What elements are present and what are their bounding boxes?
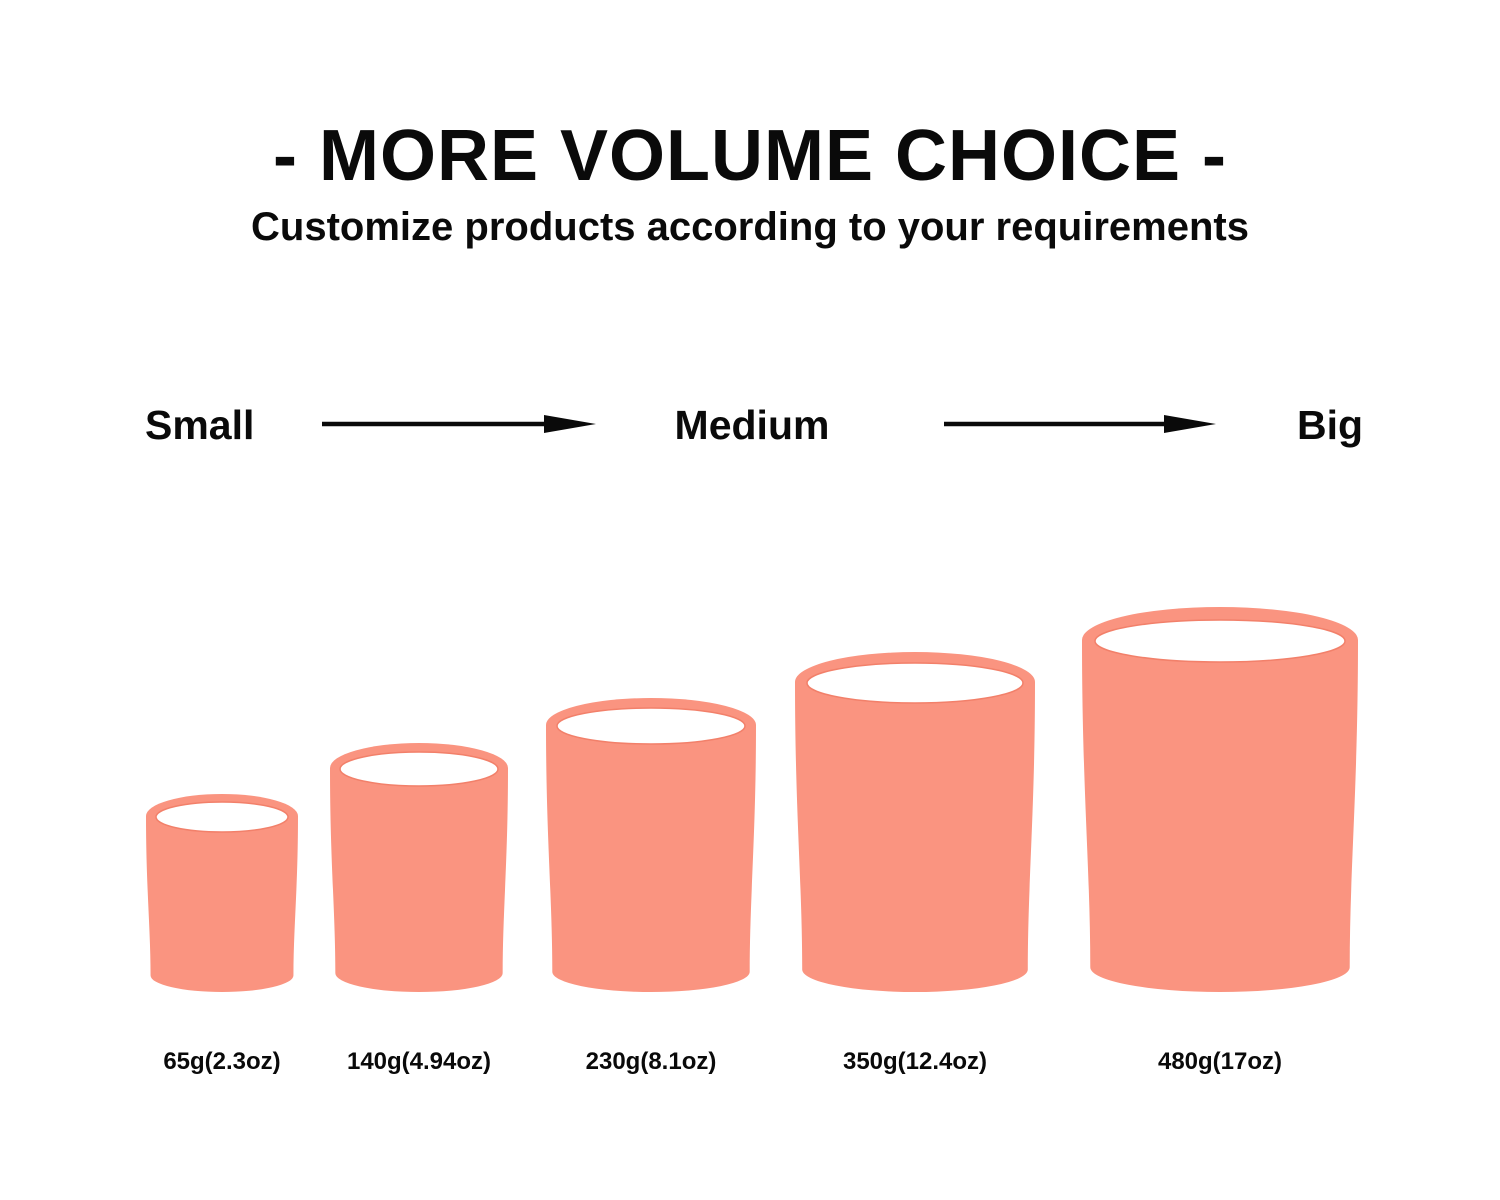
- size-label-small: Small: [145, 402, 255, 448]
- header: - MORE VOLUME CHOICE - Customize product…: [0, 118, 1500, 250]
- product-label-3: 230g(8.1oz): [585, 1048, 717, 1075]
- arrow-medium-to-big-icon: [944, 415, 1216, 433]
- cup-body: [330, 768, 508, 993]
- cup-1: [146, 794, 298, 992]
- cup-5: [1082, 607, 1358, 992]
- product-label-4: 350g(12.4oz): [842, 1048, 988, 1075]
- product-label-1: 65g(2.3oz): [163, 1048, 281, 1075]
- product-label-2: 140g(4.94oz): [346, 1048, 492, 1075]
- product-label-5: 480g(17oz): [1157, 1048, 1283, 1075]
- cup-3: [546, 698, 756, 993]
- cup-opening-inside: [1094, 619, 1346, 663]
- size-label-big: Big: [1296, 402, 1364, 448]
- cup-body: [1082, 640, 1358, 992]
- cup-body: [795, 682, 1035, 992]
- size-label-medium: Medium: [674, 402, 830, 448]
- cup-body: [146, 816, 298, 992]
- arrow-small-to-medium-icon: [322, 415, 596, 433]
- cup-4: [795, 652, 1035, 992]
- cup-opening-inside: [155, 801, 289, 833]
- page-title: - MORE VOLUME CHOICE -: [273, 116, 1227, 196]
- cup-body: [546, 725, 756, 993]
- cup-opening-inside: [556, 707, 746, 745]
- cup-opening-inside: [339, 751, 499, 787]
- cup-opening-inside: [806, 662, 1024, 704]
- page-subtitle: Customize products according to your req…: [251, 205, 1249, 249]
- cup-2: [330, 743, 508, 993]
